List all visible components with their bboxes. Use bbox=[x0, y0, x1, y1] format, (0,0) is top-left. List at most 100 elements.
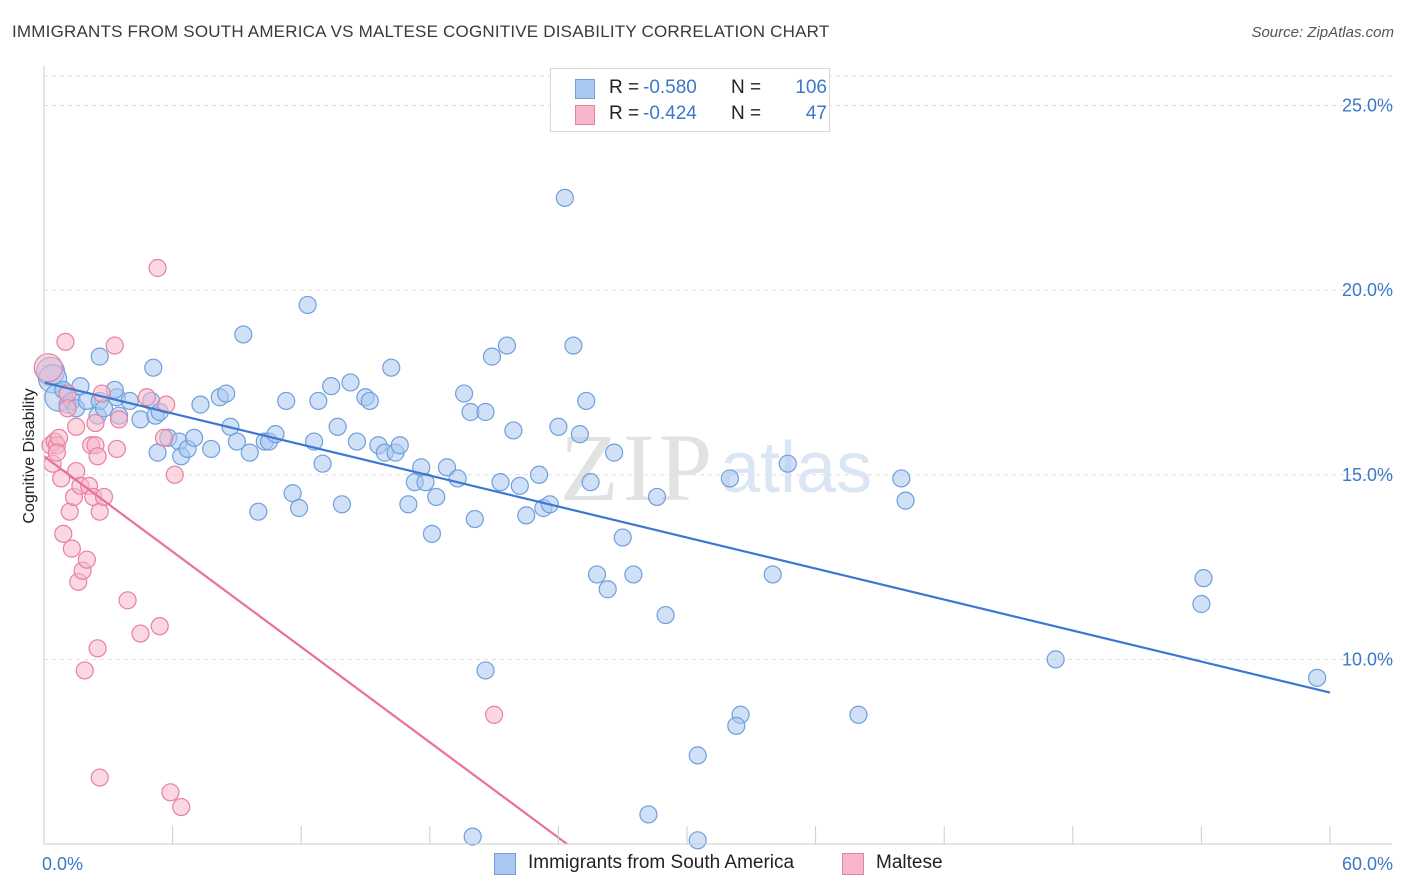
maltese-trendline bbox=[43, 455, 568, 845]
maltese-point bbox=[86, 413, 105, 433]
south-america-point bbox=[778, 454, 797, 473]
south-america-point bbox=[577, 391, 596, 411]
maltese-point bbox=[150, 617, 169, 636]
south-america-point bbox=[720, 469, 739, 488]
south-america-point bbox=[581, 473, 600, 492]
south-america-point bbox=[587, 565, 607, 584]
maltese-point bbox=[33, 353, 63, 383]
south-america-trendline bbox=[43, 381, 1331, 694]
south-america-point bbox=[564, 336, 583, 355]
south-america-point bbox=[605, 443, 624, 462]
legend-r-value: -0.580 bbox=[643, 77, 697, 98]
south-america-point bbox=[144, 358, 163, 377]
y-tick-label: 20.0% bbox=[1342, 280, 1393, 300]
y-tick-label: 10.0% bbox=[1342, 649, 1393, 669]
south-america-point bbox=[465, 509, 484, 529]
south-america-point bbox=[1192, 594, 1211, 614]
maltese-point bbox=[157, 395, 176, 414]
maltese-point bbox=[154, 428, 174, 447]
x-tick-label: 0.0% bbox=[42, 854, 83, 874]
bottom-legend-swatch-pink bbox=[842, 853, 864, 875]
south-america-point bbox=[234, 325, 253, 344]
south-america-point bbox=[191, 395, 210, 414]
south-america-point bbox=[476, 661, 495, 680]
south-america-point bbox=[476, 402, 495, 422]
south-america-point bbox=[347, 432, 367, 451]
south-america-point bbox=[427, 487, 446, 507]
south-america-point bbox=[517, 506, 536, 525]
south-america-point bbox=[184, 428, 204, 447]
south-america-point bbox=[727, 716, 746, 735]
maltese-point bbox=[118, 591, 137, 610]
grid-layer bbox=[44, 75, 1392, 660]
legend-swatch-pink bbox=[575, 105, 595, 125]
south-america-point bbox=[1046, 650, 1065, 669]
south-america-point bbox=[510, 476, 529, 495]
south-america-point bbox=[497, 336, 517, 355]
south-america-point bbox=[131, 410, 150, 429]
bottom-legend-label: Maltese bbox=[876, 852, 943, 873]
legend-n-label: N = bbox=[731, 103, 762, 124]
south-america-point bbox=[1194, 569, 1213, 588]
south-america-point bbox=[277, 391, 296, 411]
south-america-point bbox=[656, 605, 675, 625]
south-america-point bbox=[341, 373, 360, 392]
chart-title: IMMIGRANTS FROM SOUTH AMERICA VS MALTESE… bbox=[12, 22, 830, 41]
maltese-point bbox=[88, 639, 107, 658]
maltese-point bbox=[88, 447, 107, 466]
maltese-point bbox=[109, 410, 129, 429]
south-america-point bbox=[463, 827, 482, 846]
south-america-point bbox=[1308, 668, 1327, 687]
maltese-point bbox=[56, 332, 75, 351]
maltese-point bbox=[107, 439, 126, 459]
maltese-point bbox=[54, 524, 73, 543]
south-america-point bbox=[90, 347, 109, 366]
correlation-legend: R = -0.580 N = 106 R = -0.424 N = 47 bbox=[550, 68, 830, 132]
watermark-atlas: atlas bbox=[720, 428, 872, 508]
maltese-point bbox=[485, 705, 504, 724]
south-america-point bbox=[249, 502, 268, 521]
maltese-point bbox=[94, 487, 114, 507]
south-america-point bbox=[202, 439, 221, 459]
south-america-point bbox=[624, 565, 643, 584]
south-america-point bbox=[482, 347, 502, 366]
south-america-point bbox=[382, 358, 401, 377]
south-america-point bbox=[504, 421, 523, 440]
south-america-point bbox=[328, 417, 347, 436]
bottom-legend-swatch-blue bbox=[494, 853, 516, 875]
south-america-point bbox=[613, 528, 632, 547]
south-america-point bbox=[892, 469, 911, 488]
south-america-point bbox=[289, 498, 309, 518]
south-america-point bbox=[763, 565, 782, 584]
maltese-point bbox=[90, 768, 109, 787]
south-america-point bbox=[313, 454, 332, 473]
south-america-point bbox=[639, 805, 658, 824]
legend-n-value: 47 bbox=[805, 103, 827, 124]
south-america-point bbox=[491, 473, 510, 492]
y-axis-label: Cognitive Disability bbox=[21, 388, 38, 523]
south-america-point bbox=[360, 391, 379, 411]
south-america-point bbox=[598, 580, 617, 599]
south-america-point bbox=[390, 436, 409, 455]
maltese-point bbox=[105, 336, 124, 355]
south-america-point bbox=[322, 377, 341, 396]
trend-layer bbox=[43, 381, 1331, 845]
south-america-point bbox=[240, 443, 259, 462]
south-america-point bbox=[849, 705, 868, 724]
x-tick-label: 60.0% bbox=[1342, 854, 1393, 874]
maltese-point bbox=[165, 465, 184, 484]
legend-r-label: R = bbox=[609, 77, 640, 98]
maltese-point bbox=[92, 384, 111, 403]
south-america-point bbox=[227, 432, 246, 451]
maltese-point bbox=[148, 258, 167, 278]
y-tick-label: 15.0% bbox=[1342, 465, 1393, 485]
south-america-point bbox=[422, 524, 442, 543]
south-america-point bbox=[570, 425, 589, 444]
south-america-point bbox=[549, 417, 568, 436]
maltese-point bbox=[131, 624, 150, 643]
maltese-point bbox=[58, 399, 77, 418]
maltese-point bbox=[62, 539, 81, 558]
south-america-point bbox=[555, 188, 574, 207]
source-label: Source: ZipAtlas.com bbox=[1251, 24, 1394, 41]
